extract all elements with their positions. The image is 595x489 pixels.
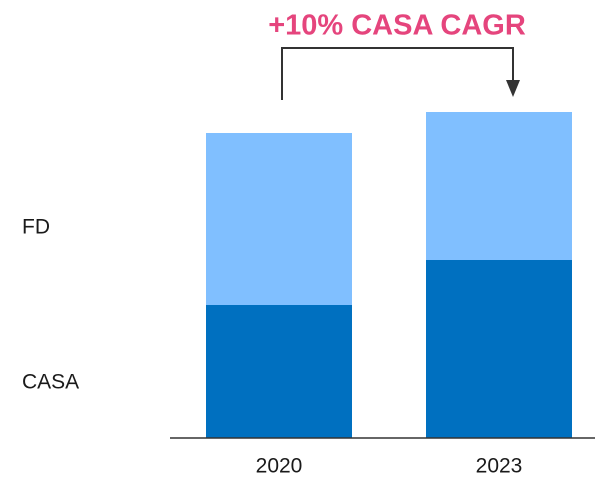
annotation: +10% CASA CAGR bbox=[268, 10, 526, 42]
bar-segment bbox=[426, 260, 572, 438]
legend-label: CASA bbox=[22, 371, 79, 394]
bar-segment bbox=[206, 305, 352, 438]
bar-segment bbox=[426, 112, 572, 260]
x-tick-label: 2023 bbox=[476, 455, 523, 478]
cagr-bracket bbox=[281, 47, 514, 100]
x-tick-label: 2020 bbox=[256, 455, 303, 478]
bar-segment bbox=[206, 133, 352, 305]
cagr-arrowhead bbox=[506, 80, 520, 97]
legend-label: FD bbox=[22, 216, 50, 239]
